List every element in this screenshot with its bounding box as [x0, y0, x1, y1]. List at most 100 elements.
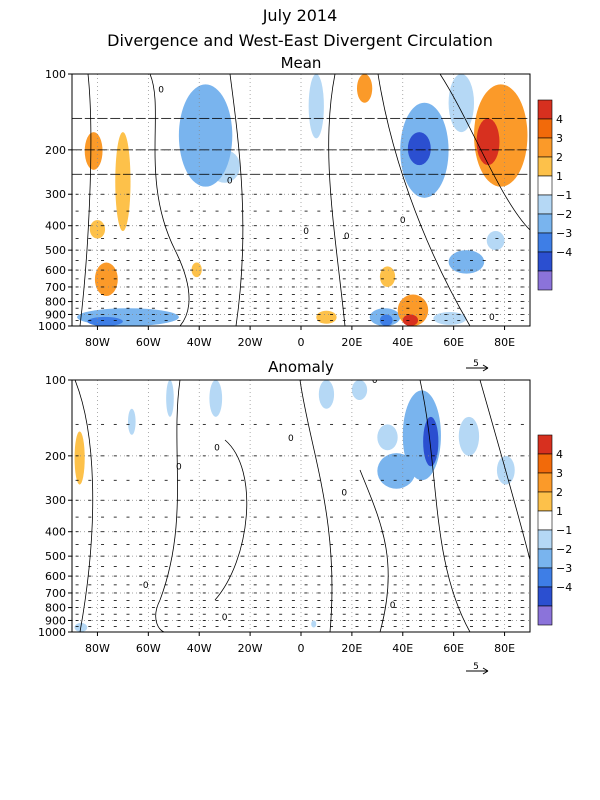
colorbar-box: [537, 213, 553, 234]
contour-label: 0: [222, 613, 228, 623]
divergence-patch: [379, 314, 393, 326]
y-tick-label: 300: [45, 188, 66, 201]
y-tick-label: 300: [45, 494, 66, 507]
divergence-patch: [94, 262, 118, 296]
x-tick-label: 0: [298, 642, 305, 655]
y-tick-label: 900: [45, 308, 66, 321]
y-tick-label: 100: [45, 374, 66, 387]
colorbar-box: [537, 453, 553, 474]
divergence-patch: [87, 316, 123, 326]
divergence-patch: [84, 132, 103, 170]
y-tick-label: 800: [45, 602, 66, 615]
colorbar-label: 3: [556, 132, 563, 145]
zero-contour: [439, 74, 530, 231]
y-tick-label: 200: [45, 450, 66, 463]
contour-label: 0: [303, 227, 309, 237]
y-tick-label: 600: [45, 570, 66, 583]
colorbar-label: 1: [556, 505, 563, 518]
x-tick-label: 80W: [85, 336, 110, 349]
colorbar-box: [537, 529, 553, 550]
y-tick-label: 700: [45, 587, 66, 600]
divergence-patch: [74, 431, 85, 485]
reference-arrowhead: [482, 667, 489, 675]
colorbar-label: −2: [556, 208, 572, 221]
x-tick-label: 60W: [136, 336, 161, 349]
plot-area: 0 0 0 0 0 0 0 0: [72, 376, 530, 632]
colorbar-box: [537, 491, 553, 512]
x-tick-label: 60E: [443, 642, 464, 655]
colorbar-box: [537, 472, 553, 493]
colorbar-label: 1: [556, 170, 563, 183]
contour-label: 0: [390, 601, 396, 611]
divergence-patch: [166, 380, 174, 417]
colorbar-box: [537, 548, 553, 569]
colorbar-label: 3: [556, 467, 563, 480]
contour-label: 0: [214, 443, 220, 453]
y-tick-label: 400: [45, 526, 66, 539]
contour-label: 0: [489, 313, 495, 323]
zero-contour: [149, 74, 190, 326]
reference-vector-label: 5: [473, 662, 479, 672]
colorbar-box: [537, 567, 553, 588]
y-tick-label: 200: [45, 144, 66, 157]
colorbar-label: −2: [556, 543, 572, 556]
contour-label: 0: [288, 434, 294, 444]
colorbar-box: [537, 156, 553, 177]
colorbar-box: [537, 586, 553, 607]
divergence-patch: [379, 266, 396, 287]
divergence-patch: [178, 84, 233, 187]
colorbar-label: −1: [556, 189, 572, 202]
x-tick-label: 40E: [392, 642, 413, 655]
colorbar-label: −4: [556, 581, 572, 594]
x-tick-label: 20W: [238, 642, 263, 655]
y-tick-label: 100: [45, 68, 66, 81]
zero-contour: [479, 380, 530, 561]
zero-contour: [419, 380, 471, 632]
contour-label: 0: [158, 85, 164, 95]
x-tick-label: 80E: [494, 336, 515, 349]
divergence-patch: [311, 620, 317, 628]
colorbar-box: [537, 270, 553, 291]
contour-label: 0: [400, 216, 406, 226]
divergence-patch: [377, 424, 398, 451]
colorbar-label: −1: [556, 524, 572, 537]
divergence-patch: [486, 231, 505, 251]
colorbar: 4 3 2 1 −1 −2 −3 −4: [537, 434, 572, 626]
zero-contour: [328, 74, 346, 326]
reference-arrowhead: [482, 364, 489, 372]
x-tick-label: 40W: [187, 336, 212, 349]
divergence-patch: [351, 380, 368, 400]
contour-label: 0: [372, 376, 378, 386]
x-tick-label: 80W: [85, 642, 110, 655]
reference-vector: 5: [466, 662, 489, 675]
zero-contour: [299, 380, 333, 632]
divergence-patch: [356, 74, 373, 103]
y-tick-label: 800: [45, 296, 66, 309]
zero-contour: [79, 74, 92, 326]
colorbar-label: 2: [556, 486, 563, 499]
contour-label: 0: [344, 232, 350, 242]
divergence-patch: [448, 74, 475, 133]
zero-contour: [155, 380, 181, 632]
plot-area: 0 0 0 0 0 0: [72, 74, 530, 326]
contour-label: 0: [341, 489, 347, 499]
colorbar-box: [537, 99, 553, 120]
x-tick-label: 20E: [341, 642, 362, 655]
x-tick-label: 60E: [443, 336, 464, 349]
colorbar-box: [537, 175, 553, 196]
figure-subtitle: Divergence and West-East Divergent Circu…: [107, 31, 493, 50]
colorbar: 4 3 2 1 −1 −2 −3 −4: [537, 99, 572, 291]
colorbar-label: −3: [556, 227, 572, 240]
divergence-patch: [402, 314, 419, 326]
y-tick-label: 1000: [38, 320, 66, 333]
x-tick-label: 80E: [494, 642, 515, 655]
reference-vector: 5: [466, 359, 489, 372]
divergence-patch: [89, 220, 106, 239]
colorbar-label: −3: [556, 562, 572, 575]
zero-contour: [359, 469, 389, 632]
zero-contour: [214, 439, 248, 601]
plot-frame: [71, 379, 531, 633]
divergence-patch: [127, 408, 136, 435]
